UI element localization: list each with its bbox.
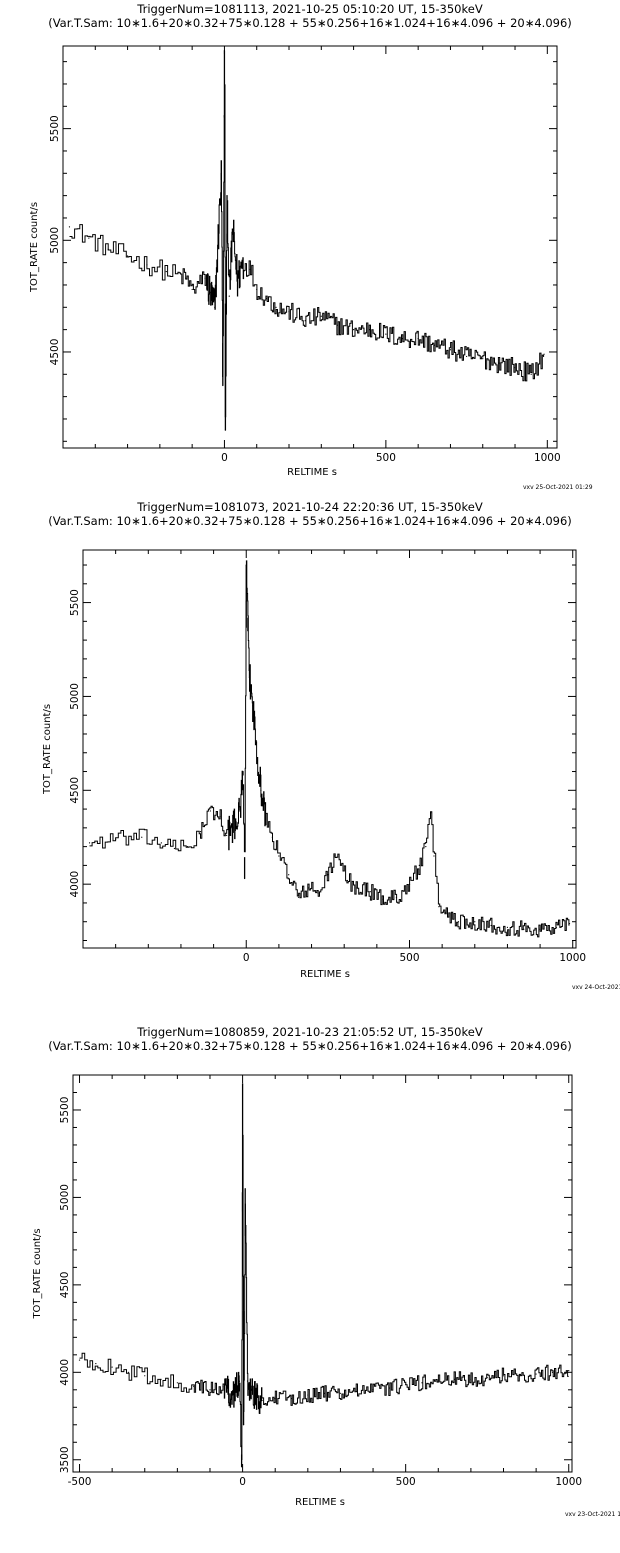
data-point	[438, 906, 440, 908]
chart-title: TriggerNum=1081113, 2021-10-25 05:10:20 …	[137, 2, 483, 16]
y-tick-label: 5000	[59, 1184, 71, 1211]
data-point	[297, 896, 300, 898]
data-point	[474, 921, 476, 923]
plot-area: 0 500 1000 4000 4500 5000 5500 RELTIME s TOT_RAT…	[42, 549, 586, 980]
series-line	[79, 1134, 569, 1460]
data-point	[78, 1359, 81, 1361]
data-point	[88, 842, 91, 844]
data-point	[160, 842, 162, 844]
data-point	[568, 1369, 570, 1372]
chart-title: TriggerNum=1081073, 2021-10-24 22:20:36 …	[137, 500, 483, 514]
data-point	[278, 855, 280, 857]
x-tick-label: 0	[243, 952, 250, 964]
data-point	[111, 1366, 113, 1368]
data-point	[339, 1392, 342, 1394]
y-tick-label: 4500	[59, 1272, 71, 1299]
y-tick-label: 5500	[69, 589, 81, 616]
chart-subtitle: (Var.T.Sam: 10∗1.6+20∗0.32+75∗0.128 + 55…	[48, 1039, 572, 1053]
y-tick-label: 4500	[49, 339, 61, 366]
series-line	[89, 560, 570, 938]
data-point	[191, 288, 193, 291]
x-tick-label: 500	[376, 452, 396, 464]
data-point	[535, 1373, 537, 1375]
data-point	[502, 1375, 505, 1377]
y-tick-label: 5500	[59, 1097, 71, 1124]
data-point	[433, 855, 435, 857]
data-point	[144, 1375, 146, 1377]
data-point	[482, 358, 484, 360]
y-tick-label: 5500	[49, 115, 61, 142]
x-tick-label: 1000	[534, 452, 561, 464]
data-point	[228, 295, 230, 297]
data-point	[465, 355, 468, 358]
y-axis-label: TOT_RATE count/s	[42, 704, 53, 795]
x-axis-label: RELTIME s	[287, 467, 337, 478]
x-tick-label: 0	[239, 1476, 246, 1488]
data-point	[127, 1371, 130, 1373]
chart-title: TriggerNum=1080859, 2021-10-23 21:05:52 …	[137, 1025, 483, 1039]
data-point	[209, 1389, 211, 1391]
y-tick-label: 3500	[59, 1446, 71, 1473]
x-tick-label: -500	[68, 1476, 92, 1488]
x-tick-label: 500	[399, 952, 419, 964]
data-point	[141, 836, 143, 838]
data-point	[209, 810, 211, 812]
data-point	[506, 926, 509, 928]
data-point	[275, 306, 277, 308]
y-tick-label: 4000	[59, 1359, 71, 1386]
plot-area: 0 500 1000 4500 5000 5500 RELTIME s TOT_RATE co…	[29, 45, 561, 478]
y-axis-label: TOT_RATE count/s	[29, 202, 40, 293]
data-point	[88, 237, 90, 239]
y-axis-label: TOT_RATE count/s	[32, 1228, 43, 1319]
data-point	[176, 1382, 178, 1384]
data-point	[288, 874, 290, 876]
data-point	[226, 834, 228, 836]
y-tick-label: 5000	[49, 227, 61, 254]
data-point	[320, 315, 322, 317]
data-point	[421, 1382, 423, 1384]
data-point	[165, 270, 167, 273]
chart-subtitle: (Var.T.Sam: 10∗1.6+20∗0.32+75∗0.128 + 55…	[48, 514, 572, 528]
x-tick-label: 500	[396, 1476, 416, 1488]
data-point	[418, 864, 420, 866]
y-tick-label: 4000	[69, 871, 81, 898]
data-point	[126, 255, 129, 257]
data-point	[543, 353, 545, 355]
y-tick-label: 4500	[69, 777, 81, 804]
x-axis-label: RELTIME s	[300, 969, 350, 980]
chart-subtitle: (Var.T.Sam: 10∗1.6+20∗0.32+75∗0.128 + 55…	[48, 16, 572, 30]
data-point	[68, 226, 71, 228]
series-line	[69, 84, 545, 418]
y-tick-label: 5000	[69, 683, 81, 710]
x-axis-label: RELTIME s	[295, 1497, 345, 1508]
x-tick-label: 1000	[559, 952, 586, 964]
data-point	[425, 846, 427, 848]
data-point	[173, 847, 176, 850]
plot-frame	[82, 549, 577, 949]
plot-frame	[62, 45, 558, 449]
x-tick-label: 1000	[555, 1476, 582, 1488]
plot-frame	[72, 1074, 573, 1473]
data-point	[199, 831, 202, 833]
data-point	[95, 1362, 97, 1365]
data-point	[385, 333, 387, 335]
timestamp-stamp: vxv 24-Oct-2021 1	[572, 984, 620, 991]
plot-area: -500 0 500 1000 3500 4000 4500 5000 5500 RELTIME …	[32, 1074, 582, 1508]
data-point	[530, 373, 532, 375]
x-tick-label: 0	[221, 452, 228, 464]
data-point	[369, 891, 371, 893]
timestamp-stamp: vxv 23-Oct-2021 17:	[565, 1511, 620, 1518]
timestamp-stamp: vxv 25-Oct-2021 01:29	[523, 484, 593, 491]
data-point	[352, 329, 355, 331]
data-point	[449, 349, 452, 351]
